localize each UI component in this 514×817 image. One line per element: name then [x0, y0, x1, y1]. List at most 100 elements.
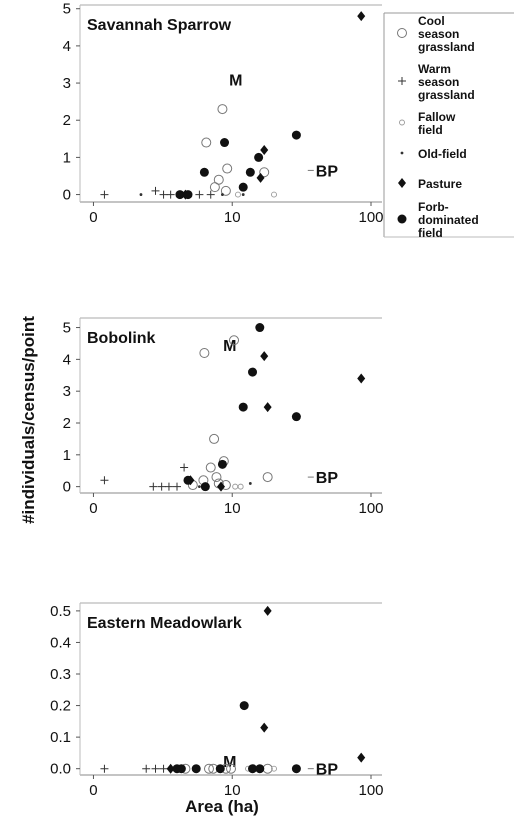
x-tick-label: 10 — [224, 500, 241, 517]
panel-3: 0.0 0.1 0.2 0.3 0.4 0.5 0 10 100 Eastern Meadowla… — [50, 602, 384, 799]
data-point-pasture — [256, 172, 265, 183]
x-tick-label: 100 — [358, 500, 383, 517]
data-point-forb — [191, 764, 201, 774]
data-point-warm — [151, 186, 160, 195]
data-point-cool — [262, 472, 273, 483]
legend-label: Pasture — [418, 177, 462, 191]
y-tick-label: 0.0 — [50, 761, 71, 778]
data-point-cool — [220, 185, 231, 196]
y-tick-label: 0 — [63, 187, 71, 204]
y-tick-label: 0.5 — [50, 603, 71, 620]
panel-title: Savannah Sparrow — [87, 17, 232, 34]
legend-label: field — [418, 123, 443, 137]
legend-label: Old-field — [418, 147, 467, 161]
data-point-oldfield — [197, 485, 201, 489]
data-point-warm — [157, 482, 166, 491]
legend-marker-warm — [398, 77, 406, 85]
data-point-warm — [166, 190, 175, 199]
panel-1: 0 1 2 3 4 5 0 10 100 Savannah Sparrow M BP — [63, 1, 384, 226]
data-point-fallow — [237, 483, 244, 490]
data-point-pasture — [260, 144, 269, 155]
data-point-forb — [238, 402, 248, 412]
legend-marker-fallow — [399, 119, 405, 126]
data-point-forb — [176, 764, 186, 774]
annotation-label: BP — [316, 470, 339, 487]
legend-label: dominated — [418, 213, 479, 227]
data-point-oldfield — [248, 482, 252, 485]
annotation-label: M — [229, 72, 242, 89]
legend: CoolseasongrasslandWarmseasongrasslandFa… — [383, 12, 514, 240]
x-tick-label: 10 — [224, 782, 241, 799]
data-point-cool — [229, 335, 240, 346]
y-axis-title: #individuals/census/point — [19, 316, 38, 524]
data-point-forb — [220, 138, 230, 148]
legend-marker-forb — [397, 214, 407, 224]
x-tick-label: 0 — [89, 782, 97, 799]
annotation-label: BP — [316, 762, 339, 779]
data-point-forb — [200, 482, 210, 492]
annotation-label: M — [223, 754, 236, 771]
legend-label: Forb- — [418, 200, 449, 214]
x-tick-label: 100 — [358, 782, 383, 799]
legend-marker-pasture — [398, 178, 406, 188]
data-point-warm — [149, 482, 158, 491]
data-point-warm — [206, 190, 215, 199]
y-tick-label: 4 — [63, 351, 71, 368]
y-tick-label: 5 — [63, 1, 71, 18]
data-point-pasture — [263, 605, 272, 616]
data-point-pasture — [263, 402, 272, 413]
annotation-label: BP — [316, 163, 339, 180]
data-point-forb — [255, 764, 265, 774]
data-point-warm — [159, 190, 168, 199]
data-point-cool — [209, 433, 220, 444]
data-point-forb — [245, 167, 255, 177]
legend-marker-cool — [397, 28, 407, 38]
y-tick-label: 0.4 — [50, 634, 71, 651]
data-point-cool — [203, 763, 214, 774]
data-point-cool — [211, 472, 222, 483]
data-point-cool — [199, 348, 210, 358]
data-point-pasture — [357, 373, 366, 384]
data-point-forb — [239, 701, 249, 711]
data-point-oldfield — [139, 193, 143, 196]
legend-entry-oldfield: Old-field — [400, 147, 467, 161]
y-tick-label: 5 — [63, 320, 71, 337]
data-point-fallow — [271, 191, 277, 198]
y-tick-label: 0.2 — [50, 698, 71, 715]
y-tick-label: 0.3 — [50, 666, 71, 683]
data-point-forb — [199, 167, 209, 177]
y-tick-label: 2 — [63, 112, 71, 129]
data-point-forb — [215, 764, 225, 774]
data-point-warm — [151, 764, 160, 773]
data-point-pasture — [357, 11, 366, 22]
x-axis-title: Area (ha) — [185, 797, 259, 816]
data-point-forb — [255, 323, 265, 333]
legend-label: Warm — [418, 62, 451, 76]
legend-label: grassland — [418, 88, 475, 102]
data-point-cool — [205, 462, 216, 473]
y-tick-label: 0 — [63, 479, 71, 496]
data-point-cool — [259, 167, 270, 178]
data-point-forb — [238, 182, 248, 192]
y-tick-label: 3 — [63, 75, 71, 92]
data-point-warm — [180, 463, 189, 472]
data-point-cool — [213, 174, 224, 185]
legend-entry-pasture: Pasture — [398, 177, 462, 191]
legend-label: Fallow — [418, 110, 456, 124]
data-point-forb — [248, 764, 258, 774]
data-point-cool — [201, 137, 212, 148]
data-point-forb — [217, 459, 227, 469]
data-point-oldfield — [241, 193, 245, 196]
legend-label: field — [418, 226, 443, 240]
data-point-fallow — [235, 191, 241, 198]
data-point-pasture — [357, 752, 366, 763]
legend-label: season — [418, 75, 459, 89]
data-point-pasture — [216, 481, 225, 492]
data-point-pasture — [166, 763, 175, 774]
data-point-warm — [164, 482, 173, 491]
y-tick-label: 4 — [63, 38, 71, 55]
